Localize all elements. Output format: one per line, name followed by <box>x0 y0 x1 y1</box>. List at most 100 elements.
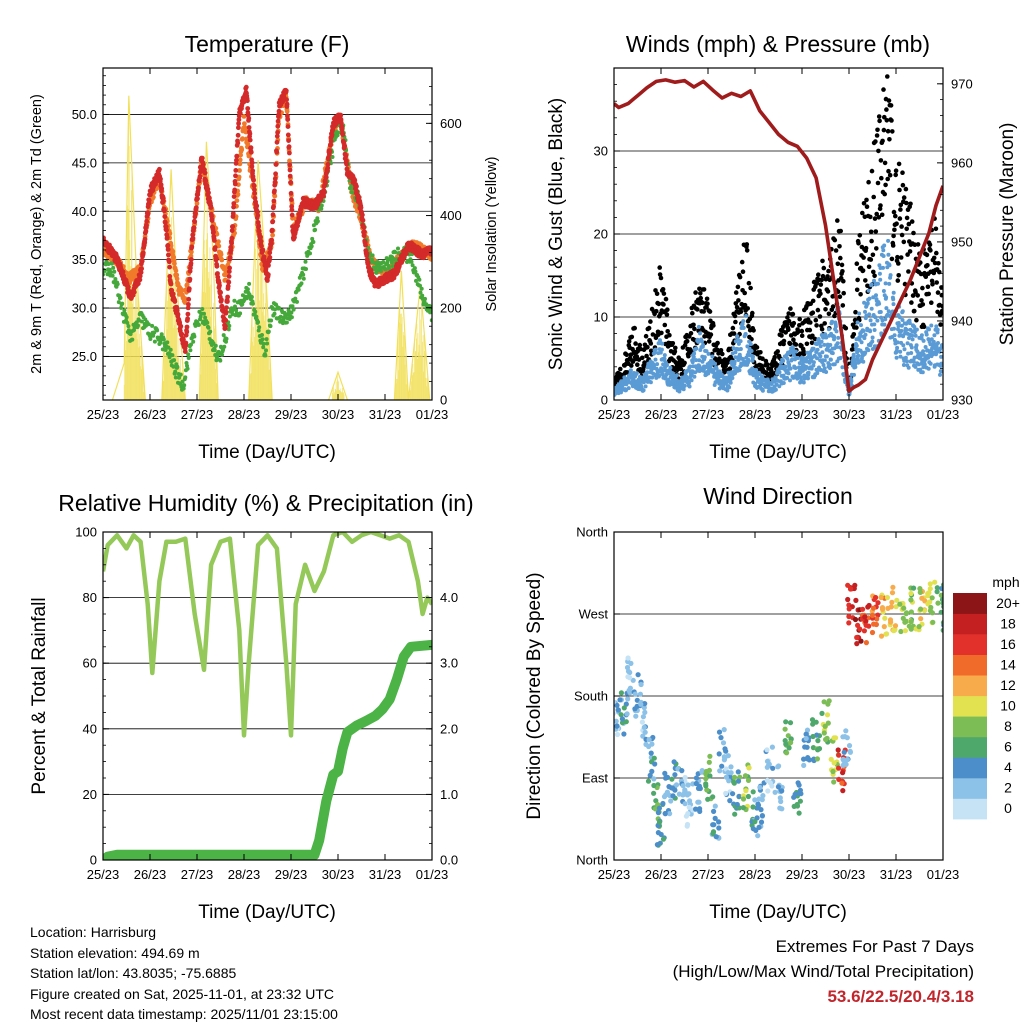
y-tick-label: 20 <box>594 227 608 242</box>
gust-point <box>891 243 896 248</box>
gust-point <box>863 278 868 283</box>
gust-point <box>834 248 839 253</box>
temp-2m-point <box>186 297 191 302</box>
temperature-series <box>101 85 435 400</box>
gust-point <box>891 234 896 239</box>
gust-point <box>745 242 750 247</box>
gust-point <box>695 307 700 312</box>
temp-2m-point <box>287 162 292 167</box>
dewpoint-2m-point <box>179 373 183 377</box>
x-tick-label: 25/23 <box>87 407 120 422</box>
temp-2m-point <box>236 125 241 130</box>
sonic-wind-point <box>921 349 925 353</box>
temp-2m-point <box>249 150 254 155</box>
sonic-wind-point <box>802 381 806 385</box>
gust-point <box>864 198 869 203</box>
sonic-wind-point <box>688 385 692 389</box>
x-tick-label: 29/23 <box>786 407 819 422</box>
temp-2m-point <box>159 186 164 191</box>
sonic-wind-point <box>691 360 695 364</box>
sonic-wind-point <box>823 358 827 362</box>
gust-point <box>841 291 846 296</box>
dewpoint-2m-point <box>227 324 231 328</box>
gust-point <box>885 74 890 79</box>
sonic-wind-point <box>872 322 876 326</box>
temp-2m-point <box>196 185 201 190</box>
temp-2m-point <box>271 204 276 209</box>
temp-2m-point <box>274 150 279 155</box>
dewpoint-2m-point <box>175 365 179 369</box>
dewpoint-2m-point <box>233 305 237 309</box>
gust-point <box>893 173 898 178</box>
dewpoint-2m-point <box>191 340 195 344</box>
gust-point <box>898 207 903 212</box>
gust-point <box>802 352 807 357</box>
sonic-wind-point <box>881 266 885 270</box>
gust-point <box>906 269 911 274</box>
dewpoint-2m-point <box>113 277 117 281</box>
temp-2m-point <box>229 241 234 246</box>
temp-2m-point <box>338 113 343 118</box>
dewpoint-2m-point <box>203 316 207 320</box>
gust-point <box>856 241 861 246</box>
dewpoint-2m-point <box>260 333 264 337</box>
temp-2m-point <box>328 149 333 154</box>
temp-2m-point <box>162 208 167 213</box>
temp-2m-point <box>162 214 167 219</box>
gust-point <box>898 216 903 221</box>
gust-point <box>638 343 643 348</box>
temp-2m-point <box>195 196 200 201</box>
gust-point <box>758 350 763 355</box>
temp-2m-point <box>179 332 184 337</box>
sonic-wind-point <box>895 356 899 360</box>
gust-point <box>908 249 913 254</box>
temp-2m-point <box>223 324 228 329</box>
gust-point <box>811 299 816 304</box>
sonic-wind-point <box>836 341 840 345</box>
dewpoint-2m-point <box>379 269 383 273</box>
sonic-wind-point <box>655 362 659 366</box>
gust-point <box>705 301 710 306</box>
temp-2m-point <box>248 138 253 143</box>
gust-point <box>934 251 939 256</box>
gust-point <box>876 149 881 154</box>
dewpoint-2m-point <box>256 320 260 324</box>
temp-2m-point <box>261 248 266 253</box>
sonic-wind-point <box>690 378 694 382</box>
sonic-wind-point <box>789 367 793 371</box>
gust-point <box>925 253 930 258</box>
dewpoint-2m-point <box>295 300 299 304</box>
sonic-wind-point <box>866 301 870 305</box>
gust-point <box>879 176 884 181</box>
sonic-wind-point <box>876 282 880 286</box>
dewpoint-2m-point <box>300 281 304 285</box>
gust-point <box>629 363 634 368</box>
sonic-wind-point <box>682 387 686 391</box>
sonic-wind-point <box>796 356 800 360</box>
dewpoint-2m-point <box>187 356 191 360</box>
gust-point <box>892 210 897 215</box>
temp-2m-point <box>245 98 250 103</box>
gust-point <box>747 281 752 286</box>
temp-2m-point <box>217 283 222 288</box>
temp-2m-point <box>166 247 171 252</box>
sonic-wind-point <box>896 340 900 344</box>
sonic-wind-point <box>735 334 739 338</box>
dewpoint-2m-point <box>150 324 154 328</box>
sonic-wind-point <box>897 321 901 325</box>
dewpoint-2m-point <box>169 348 173 352</box>
gust-point <box>740 260 745 265</box>
gust-point <box>912 309 917 314</box>
dewpoint-2m-point <box>200 307 204 311</box>
sonic-wind-point <box>823 366 827 370</box>
gust-point <box>692 327 697 332</box>
gust-point <box>702 287 707 292</box>
temp-2m-point <box>322 190 327 195</box>
sonic-wind-point <box>870 283 874 287</box>
gust-point <box>671 341 676 346</box>
sonic-wind-point <box>739 347 743 351</box>
temp-2m-point <box>342 144 347 149</box>
temp-2m-point <box>287 151 292 156</box>
temp-2m-point <box>236 133 241 138</box>
